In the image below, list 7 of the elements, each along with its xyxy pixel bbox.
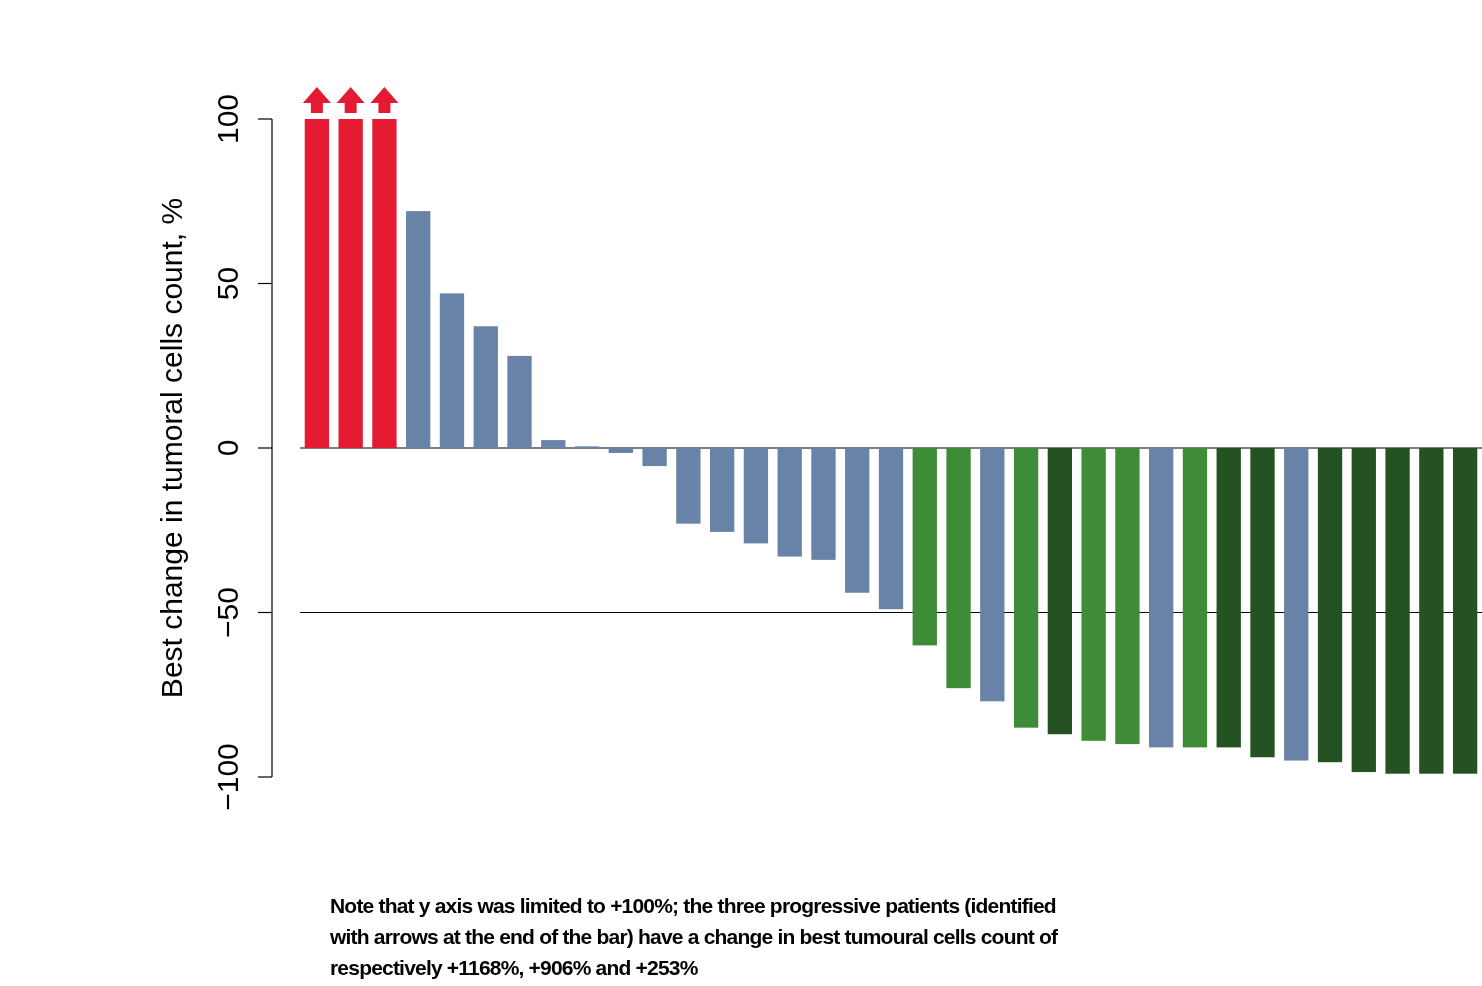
y-tick-label: −50 [211, 587, 244, 638]
y-axis-title: Best change in tumoral cells count, % [155, 197, 188, 699]
y-tick-label: −100 [211, 743, 244, 811]
y-tick-label: 50 [211, 266, 244, 301]
y-tick-label: 0 [211, 439, 244, 457]
y-tick-label: 100 [211, 93, 244, 145]
text: Note that y axis was limited to +100%; the three progressive patients (identified with arrows at the end of the bar) have a change in best tumoural cells count of respectively +1168%, +906% and +253% [330, 893, 1059, 981]
